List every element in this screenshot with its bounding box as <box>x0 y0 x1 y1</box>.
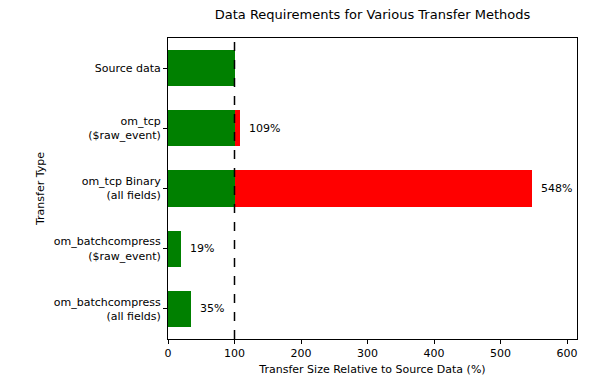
svg-text:0: 0 <box>165 347 172 360</box>
svg-text:Source data: Source data <box>95 62 161 75</box>
svg-text:600: 600 <box>557 347 578 360</box>
svg-text:19%: 19% <box>190 242 214 255</box>
svg-text:om_batchcompress(all fields): om_batchcompress(all fields) <box>54 296 161 323</box>
svg-text:548%: 548% <box>541 182 572 195</box>
svg-text:200: 200 <box>291 347 312 360</box>
svg-text:109%: 109% <box>249 122 280 135</box>
svg-text:om_tcp($raw_event): om_tcp($raw_event) <box>88 115 161 142</box>
svg-text:Transfer Type: Transfer Type <box>34 152 47 226</box>
svg-text:400: 400 <box>424 347 445 360</box>
svg-text:500: 500 <box>490 347 511 360</box>
svg-text:35%: 35% <box>200 302 224 315</box>
svg-text:om_batchcompress($raw_event): om_batchcompress($raw_event) <box>54 235 161 262</box>
svg-text:100: 100 <box>224 347 245 360</box>
svg-text:300: 300 <box>357 347 378 360</box>
svg-text:om_tcp Binary(all fields): om_tcp Binary(all fields) <box>82 175 162 202</box>
svg-text:Data Requirements for Various: Data Requirements for Various Transfer M… <box>215 7 531 22</box>
svg-text:Transfer Size Relative to Sour: Transfer Size Relative to Source Data (%… <box>258 363 485 376</box>
